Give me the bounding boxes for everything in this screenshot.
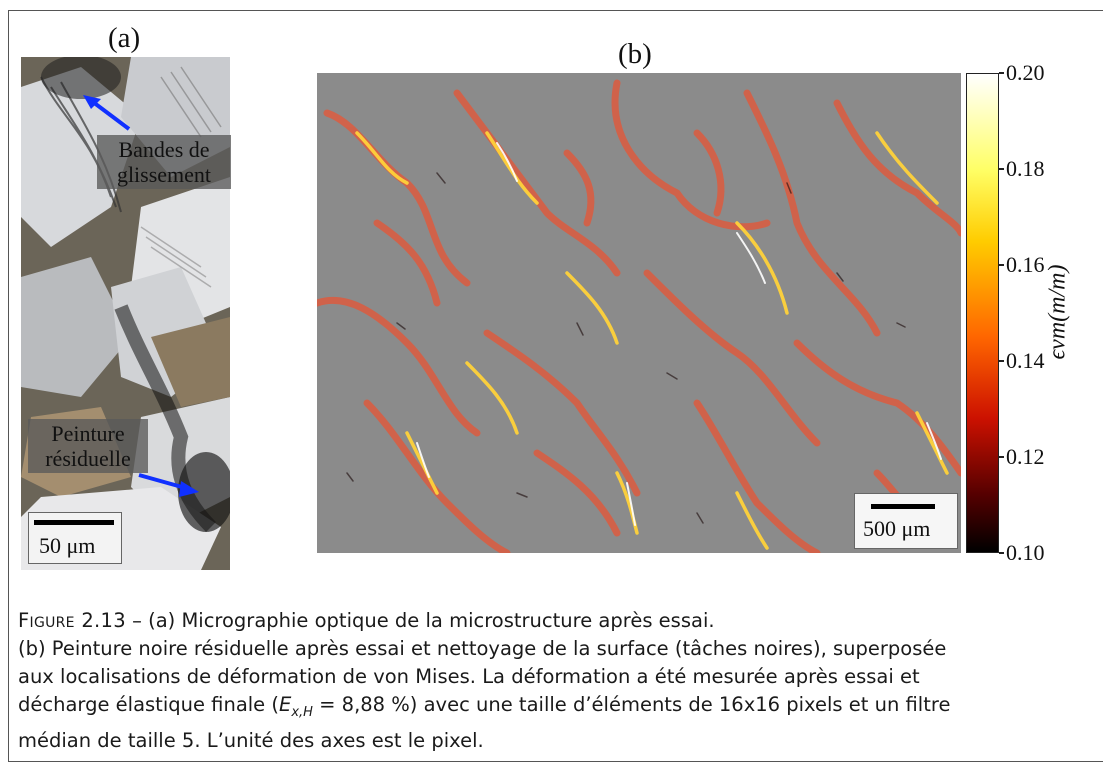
colorbar-tick-label: 0.10 [1006, 540, 1045, 565]
caption-line1-text: – (a) Micrographie optique de la microst… [125, 609, 715, 632]
scale-bar-line-b [871, 504, 935, 509]
colorbar-tick-mark [999, 552, 1004, 554]
colorbar-tick-mark [999, 264, 1004, 266]
residual-paint-line1: Peinture [51, 421, 125, 446]
caption-line-4: décharge élastique finale (Ex,H = 8,88 %… [18, 691, 1103, 727]
scale-label-a: 50 μm [39, 533, 96, 558]
scale-bar-b: 500 μm [854, 493, 958, 549]
caption-line4-pre: décharge élastique finale ( [18, 693, 279, 716]
scale-bar-line-a [34, 520, 114, 525]
colorbar-tick-label: 0.20 [1006, 60, 1045, 85]
optical-micrograph [21, 57, 230, 570]
figure-frame [8, 10, 1103, 762]
colorbar-tick-mark [999, 72, 1004, 74]
von-mises-strain-map: 500 μm [317, 73, 961, 553]
caption-line4-post: = 8,88 %) avec une taille d’éléments de … [312, 693, 951, 716]
scale-bar-a: 50 μm [28, 512, 122, 564]
colorbar-tick-mark [999, 360, 1004, 362]
figure-number: Figure 2.13 [18, 609, 126, 632]
caption-math-sub: x,H [291, 704, 313, 720]
colorbar-tick-mark [999, 456, 1004, 458]
residual-paint-annotation: Peinture résiduelle [28, 419, 148, 473]
colorbar-tick-label: 0.14 [1006, 348, 1045, 373]
colorbar-tick-label: 0.12 [1006, 444, 1045, 469]
panel-b-label: (b) [618, 38, 652, 70]
caption-line-5: médian de taille 5. L’unité des axes est… [18, 728, 484, 752]
scale-label-b: 500 μm [863, 516, 931, 541]
colorbar-tick-label: 0.16 [1006, 252, 1045, 277]
slip-bands-annotation: Bandes de glissement [97, 135, 231, 189]
caption-line-1: Figure 2.13 – (a) Micrographie optique d… [18, 607, 1103, 635]
panel-a-label: (a) [108, 22, 141, 54]
colorbar-tick-mark [999, 168, 1004, 170]
caption-line-2: (b) Peinture noire résiduelle après essa… [18, 637, 947, 660]
colorbar-title: ϵvm(m/m) [1044, 264, 1071, 360]
colorbar [966, 73, 999, 553]
figure-caption: Figure 2.13 – (a) Micrographie optique d… [18, 607, 1103, 755]
caption-math-e: E [278, 693, 292, 716]
strain-bands [317, 79, 961, 553]
caption-line-3: aux localisations de déformation de von … [18, 665, 920, 688]
colorbar-tick-label: 0.18 [1006, 156, 1045, 181]
residual-paint-line2: résiduelle [45, 446, 131, 471]
slip-bands-line1: Bandes de [118, 137, 210, 162]
slip-bands-line2: glissement [116, 162, 212, 187]
